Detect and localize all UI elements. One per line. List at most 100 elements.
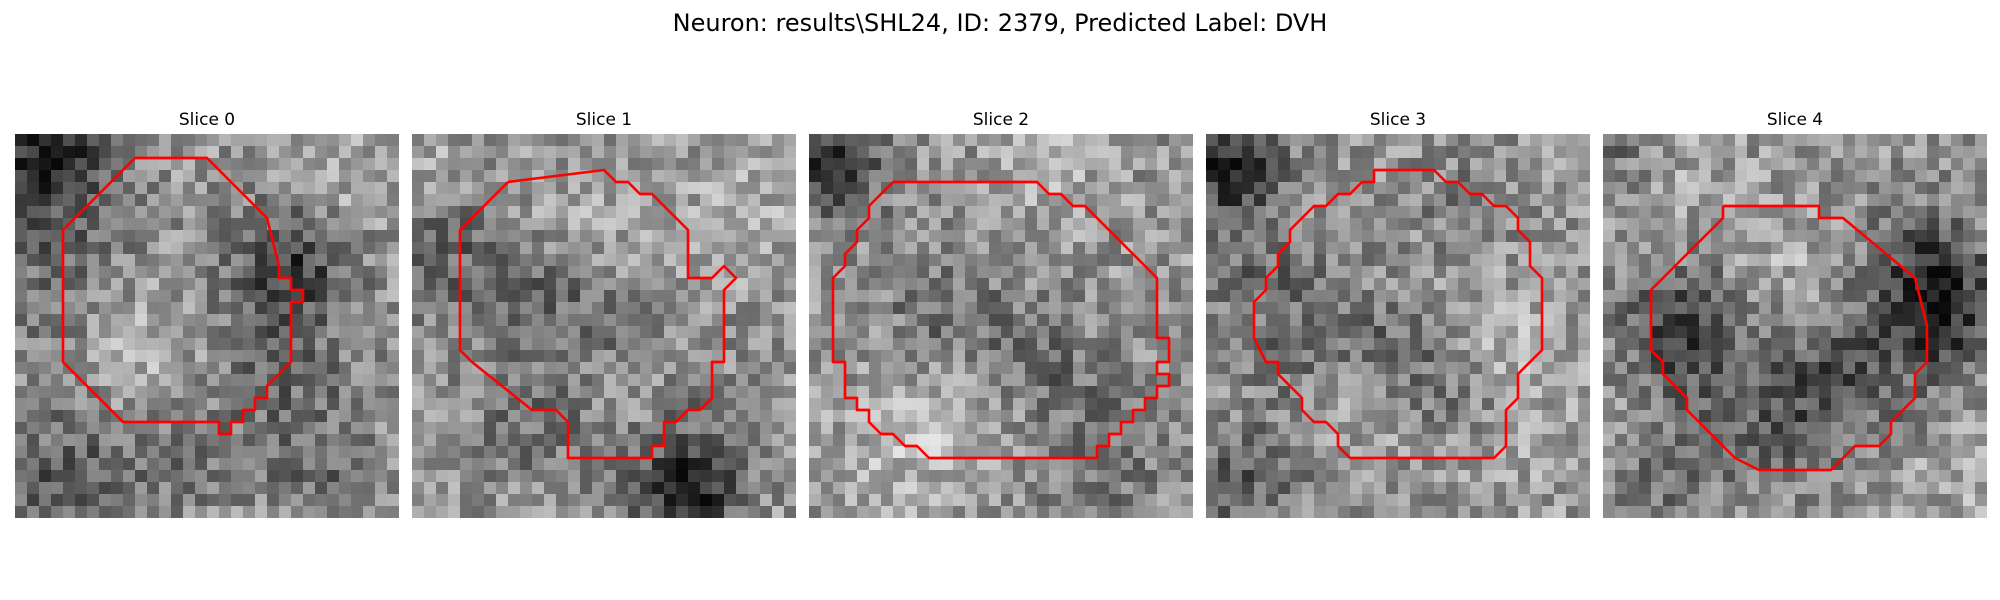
pixel	[592, 266, 605, 279]
pixel	[351, 362, 364, 375]
pixel	[303, 446, 316, 459]
pixel	[1855, 302, 1868, 315]
pixel	[857, 446, 870, 459]
pixel	[448, 146, 461, 159]
pixel	[1807, 434, 1820, 447]
pixel	[1049, 218, 1062, 231]
pixel	[1747, 398, 1760, 411]
pixel	[460, 242, 473, 255]
pixel	[712, 314, 725, 327]
pixel	[821, 254, 834, 267]
pixel	[664, 482, 677, 495]
pixel	[1133, 302, 1146, 315]
pixel	[1446, 182, 1459, 195]
pixel	[869, 182, 882, 195]
pixel	[905, 230, 918, 243]
pixel	[1206, 410, 1219, 423]
pixel	[1951, 326, 1964, 339]
pixel	[1723, 146, 1736, 159]
pixel	[1314, 170, 1327, 183]
pixel	[712, 458, 725, 471]
pixel	[1867, 422, 1880, 435]
pixel	[1145, 194, 1158, 207]
pixel	[1951, 182, 1964, 195]
pixel	[255, 362, 268, 375]
pixel	[736, 206, 749, 219]
pixel	[917, 278, 930, 291]
pixel	[1181, 422, 1193, 435]
pixel	[845, 422, 858, 435]
pixel	[821, 470, 834, 483]
pixel	[63, 434, 76, 447]
pixel	[1206, 302, 1219, 315]
pixel	[1121, 266, 1134, 279]
pixel	[1795, 206, 1808, 219]
pixel	[484, 398, 497, 411]
pixel	[676, 134, 689, 147]
pixel	[676, 182, 689, 195]
pixel	[1097, 290, 1110, 303]
pixel	[1506, 446, 1519, 459]
pixel	[604, 506, 617, 518]
pixel	[1434, 446, 1447, 459]
pixel	[1242, 482, 1255, 495]
pixel	[171, 362, 184, 375]
pixel	[159, 206, 172, 219]
pixel	[135, 158, 148, 171]
pixel	[508, 470, 521, 483]
pixel	[1554, 506, 1567, 518]
pixel	[51, 410, 64, 423]
pixel	[1747, 146, 1760, 159]
pixel	[712, 434, 725, 447]
pixel	[1278, 158, 1291, 171]
pixel	[1603, 278, 1616, 291]
pixel	[821, 290, 834, 303]
pixel	[1675, 218, 1688, 231]
pixel	[1230, 422, 1243, 435]
pixel	[1073, 134, 1086, 147]
pixel	[1446, 194, 1459, 207]
pixel	[1663, 410, 1676, 423]
pixel	[436, 182, 449, 195]
pixel	[760, 302, 773, 315]
pixel	[676, 230, 689, 243]
pixel	[1627, 314, 1640, 327]
pixel	[917, 482, 930, 495]
pixel	[351, 434, 364, 447]
pixel	[736, 266, 749, 279]
pixel	[700, 170, 713, 183]
pixel	[1518, 386, 1531, 399]
pixel	[772, 398, 785, 411]
pixel	[592, 290, 605, 303]
pixel	[1001, 350, 1014, 363]
pixel	[1013, 386, 1026, 399]
pixel	[1121, 446, 1134, 459]
pixel	[568, 206, 581, 219]
pixel	[135, 470, 148, 483]
pixel	[508, 350, 521, 363]
pixel	[893, 158, 906, 171]
pixel	[1783, 446, 1796, 459]
pixel	[1350, 266, 1363, 279]
pixel	[1542, 362, 1555, 375]
pixel	[1807, 134, 1820, 147]
pixel	[1735, 434, 1748, 447]
pixel	[1085, 254, 1098, 267]
pixel	[135, 170, 148, 183]
pixel	[1891, 374, 1904, 387]
pixel	[1001, 134, 1014, 147]
pixel	[219, 218, 232, 231]
pixel	[1157, 506, 1170, 518]
pixel	[1783, 278, 1796, 291]
pixel	[628, 506, 641, 518]
pixel	[568, 194, 581, 207]
pixel	[87, 398, 100, 411]
pixel	[1566, 374, 1579, 387]
pixel	[604, 494, 617, 507]
pixel	[1073, 290, 1086, 303]
pixel	[869, 314, 882, 327]
pixel	[267, 278, 280, 291]
pixel	[712, 422, 725, 435]
pixel	[760, 194, 773, 207]
pixel	[484, 422, 497, 435]
